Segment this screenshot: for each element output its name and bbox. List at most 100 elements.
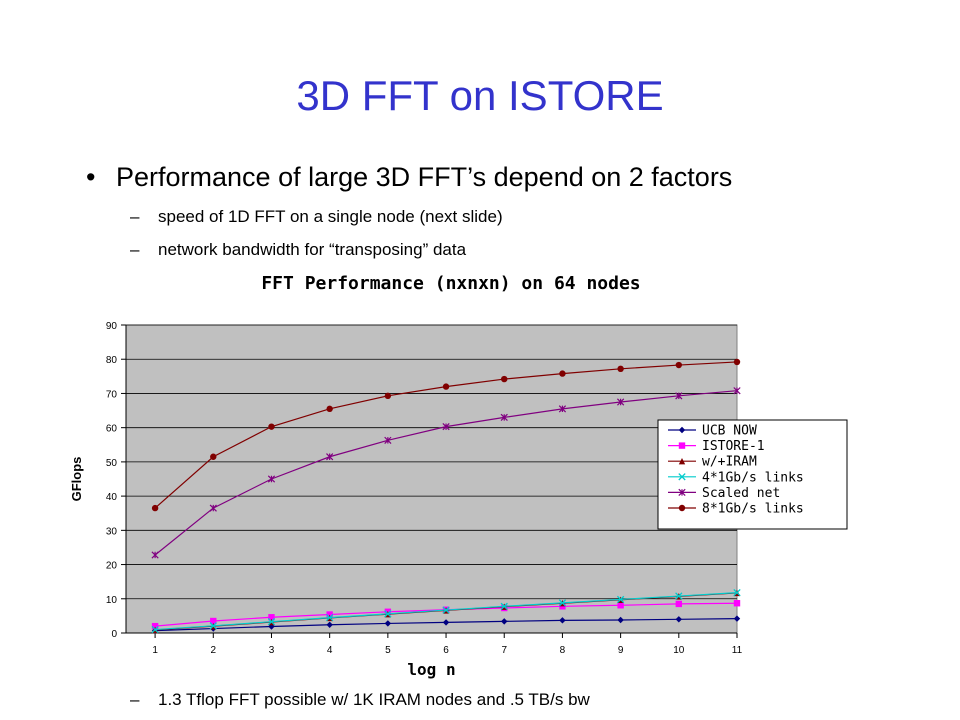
sub-marker: – bbox=[130, 207, 140, 226]
chart-title: FFT Performance (nxnxn) on 64 nodes bbox=[261, 273, 640, 294]
data-point bbox=[733, 588, 741, 597]
x-tick-label: 11 bbox=[732, 645, 743, 656]
data-point bbox=[616, 398, 625, 406]
data-point bbox=[326, 405, 333, 413]
legend-label: UCB NOW bbox=[702, 424, 757, 439]
data-point bbox=[326, 611, 333, 618]
data-point bbox=[558, 599, 567, 607]
data-point bbox=[675, 592, 683, 600]
data-point bbox=[675, 600, 683, 608]
data-point bbox=[151, 625, 159, 634]
data-point bbox=[209, 504, 217, 512]
y-tick-label: 40 bbox=[106, 492, 118, 503]
y-tick-label: 10 bbox=[106, 595, 118, 606]
data-point bbox=[616, 595, 625, 604]
legend-box bbox=[657, 419, 848, 530]
data-point bbox=[501, 375, 508, 383]
main-bullet: • Performance of large 3D FFT’s depend on… bbox=[86, 162, 732, 193]
data-point bbox=[733, 387, 741, 395]
data-point bbox=[384, 392, 392, 400]
y-tick-label: 0 bbox=[111, 629, 117, 640]
x-tick-label: 1 bbox=[152, 645, 158, 656]
y-tick-label: 30 bbox=[106, 526, 118, 537]
data-point bbox=[733, 358, 741, 366]
data-point bbox=[267, 618, 276, 626]
y-tick-label: 80 bbox=[106, 355, 118, 366]
x-tick-label: 9 bbox=[618, 645, 624, 656]
y-axis-label: GFlops bbox=[69, 457, 84, 502]
data-point bbox=[268, 423, 275, 430]
data-point bbox=[442, 383, 450, 390]
data-point bbox=[617, 602, 624, 609]
legend-marker bbox=[678, 473, 686, 481]
legend-label: Scaled net bbox=[702, 486, 780, 501]
data-point bbox=[559, 617, 566, 624]
legend-item: w/+IRAM bbox=[668, 455, 757, 470]
legend-label: 8*1Gb/s links bbox=[702, 502, 804, 517]
data-point bbox=[442, 423, 450, 431]
legend-label: 4*1Gb/s links bbox=[702, 470, 804, 485]
sub-bullet-text: 1.3 Tflop FFT possible w/ 1K IRAM nodes … bbox=[158, 690, 590, 709]
x-tick-label: 2 bbox=[211, 645, 217, 656]
y-tick-label: 20 bbox=[106, 561, 118, 572]
sub-marker: – bbox=[130, 240, 140, 259]
slide-title: 3D FFT on ISTORE bbox=[296, 72, 664, 119]
series-scaled-net bbox=[151, 387, 741, 559]
legend-item: Scaled net bbox=[668, 486, 780, 501]
data-point bbox=[210, 617, 217, 625]
data-point bbox=[617, 365, 624, 373]
data-point bbox=[384, 610, 392, 618]
data-point bbox=[268, 623, 275, 630]
data-point bbox=[442, 619, 450, 626]
series-4-1gb-s-links bbox=[151, 588, 741, 634]
x-tick-label: 5 bbox=[385, 645, 391, 656]
data-point bbox=[326, 453, 334, 461]
bullet-marker: • bbox=[86, 162, 96, 192]
data-point bbox=[733, 600, 741, 607]
x-tick-label: 3 bbox=[269, 645, 275, 656]
x-tick-label: 10 bbox=[673, 645, 685, 656]
data-point bbox=[151, 504, 159, 512]
data-point bbox=[500, 413, 508, 422]
y-tick-label: 90 bbox=[106, 321, 118, 332]
legend-marker bbox=[678, 504, 686, 512]
sub-marker: – bbox=[130, 690, 140, 709]
data-point bbox=[558, 405, 567, 413]
legend-item: ISTORE-1 bbox=[668, 439, 765, 454]
data-point bbox=[151, 622, 159, 630]
data-point bbox=[675, 361, 683, 369]
sub-bullet-2: – network bandwidth for “transposing” dat… bbox=[130, 240, 466, 260]
fft-performance-chart: FFT Performance (nxnxn) on 64 nodes 0 10 20… bbox=[69, 273, 848, 679]
x-tick-label: 7 bbox=[501, 645, 507, 656]
x-tick-label: 4 bbox=[327, 645, 333, 656]
sub-bullet-text: speed of 1D FFT on a single node (next s… bbox=[158, 207, 503, 226]
legend-marker bbox=[678, 488, 686, 497]
x-axis-label: log n bbox=[407, 660, 455, 679]
bullet-text: Performance of large 3D FFT’s depend on … bbox=[116, 162, 733, 192]
data-point bbox=[209, 622, 217, 630]
data-point bbox=[268, 614, 275, 621]
legend-marker bbox=[678, 458, 686, 465]
data-point bbox=[384, 436, 392, 444]
legend-marker bbox=[678, 442, 686, 449]
x-tick-label: 6 bbox=[443, 645, 449, 656]
legend-label: w/+IRAM bbox=[702, 455, 757, 470]
y-tick-label: 70 bbox=[106, 389, 118, 400]
data-point bbox=[326, 613, 334, 622]
sub-bullet-3: –1.3 Tflop FFT possible w/ 1K IRAM nodes… bbox=[130, 690, 590, 710]
legend-item: UCB NOW bbox=[668, 424, 757, 439]
data-point bbox=[151, 551, 159, 559]
plot-area bbox=[125, 324, 738, 634]
legend-item: 4*1Gb/s links bbox=[668, 470, 804, 485]
data-point bbox=[675, 616, 683, 623]
legend-item: 8*1Gb/s links bbox=[668, 502, 804, 517]
data-point bbox=[675, 392, 683, 400]
sub-bullet-1: – speed of 1D FFT on a single node (next … bbox=[130, 207, 503, 227]
data-point bbox=[267, 475, 276, 483]
legend-marker bbox=[678, 426, 686, 434]
data-point bbox=[210, 453, 217, 460]
x-tick-label: 8 bbox=[560, 645, 566, 656]
data-point bbox=[500, 602, 508, 610]
legend-label: ISTORE-1 bbox=[702, 439, 765, 454]
